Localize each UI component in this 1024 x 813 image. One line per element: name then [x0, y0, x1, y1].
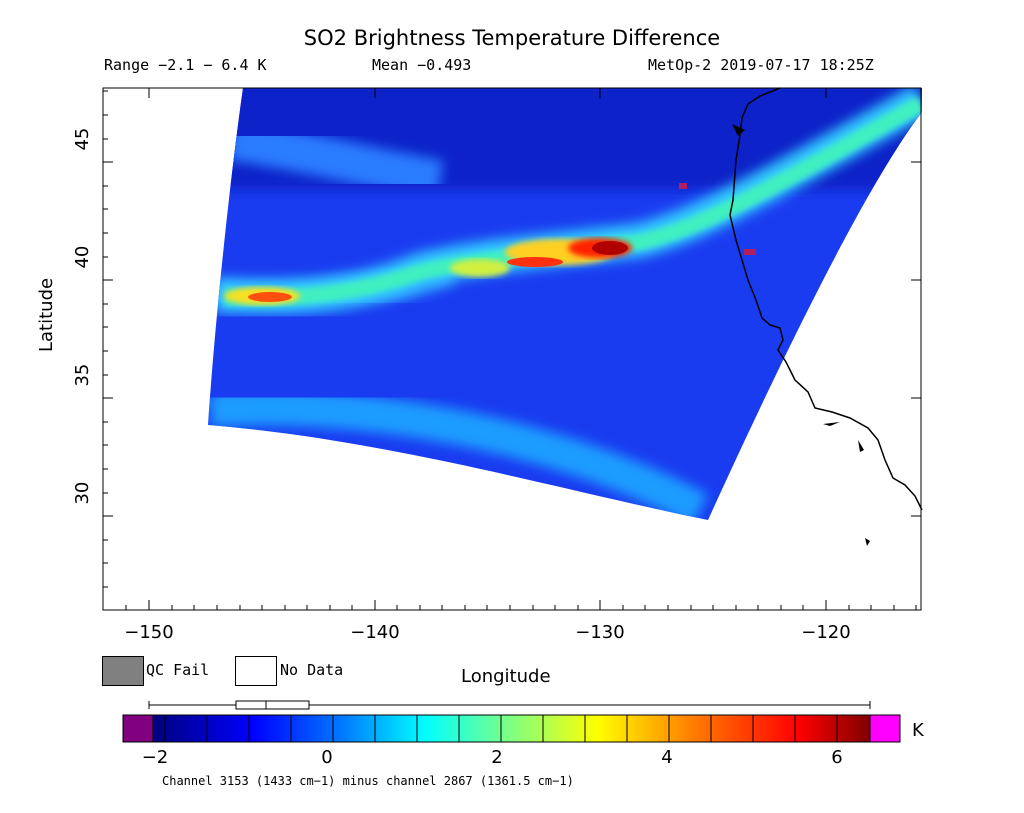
x-tick-label: −120: [801, 622, 851, 643]
x-tick-label: −130: [575, 622, 625, 643]
x-ticks: [125, 88, 917, 610]
y-tick-label: 30: [72, 481, 93, 505]
range-indicator: [148, 700, 871, 710]
colorbar-tick-label: 2: [491, 747, 503, 768]
satellite-time-label: MetOp-2 2019-07-17 18:25Z: [648, 56, 874, 74]
colorbar-ticks: [164, 715, 838, 742]
mean-label: Mean −0.493: [372, 56, 472, 74]
colorbar-tick-label: 0: [321, 747, 333, 768]
y-tick-label: 45: [72, 127, 93, 151]
colorbar-tick-label: 6: [831, 747, 843, 768]
colorbar-above-swatch: [869, 714, 901, 743]
y-ticks: [103, 90, 921, 588]
qc-fail-label: QC Fail: [146, 661, 210, 679]
y-tick-label: 35: [72, 363, 93, 387]
colorbar-below-swatch: [122, 714, 154, 743]
colorbar-tick-label: 4: [661, 747, 673, 768]
x-axis-label: Longitude: [461, 666, 551, 687]
swath-data: [208, 88, 922, 520]
colorbar: [152, 714, 871, 743]
no-data-label: No Data: [280, 661, 344, 679]
y-axis-label: Latitude: [36, 277, 57, 352]
map-title: SO2 Brightness Temperature Difference: [303, 26, 721, 50]
colorbar-tick-label: −2: [141, 747, 169, 768]
colorbar-unit: K: [912, 720, 924, 741]
no-data-swatch: [235, 656, 277, 686]
qc-fail-swatch: [102, 656, 144, 686]
x-tick-label: −150: [124, 622, 174, 643]
range-label: Range −2.1 − 6.4 K: [104, 56, 267, 74]
plot-frame: [102, 87, 922, 611]
y-tick-label: 40: [72, 245, 93, 269]
channel-footnote: Channel 3153 (1433 cm−1) minus channel 2…: [162, 774, 574, 788]
coastline: [729, 87, 923, 511]
x-tick-label: −140: [350, 622, 400, 643]
